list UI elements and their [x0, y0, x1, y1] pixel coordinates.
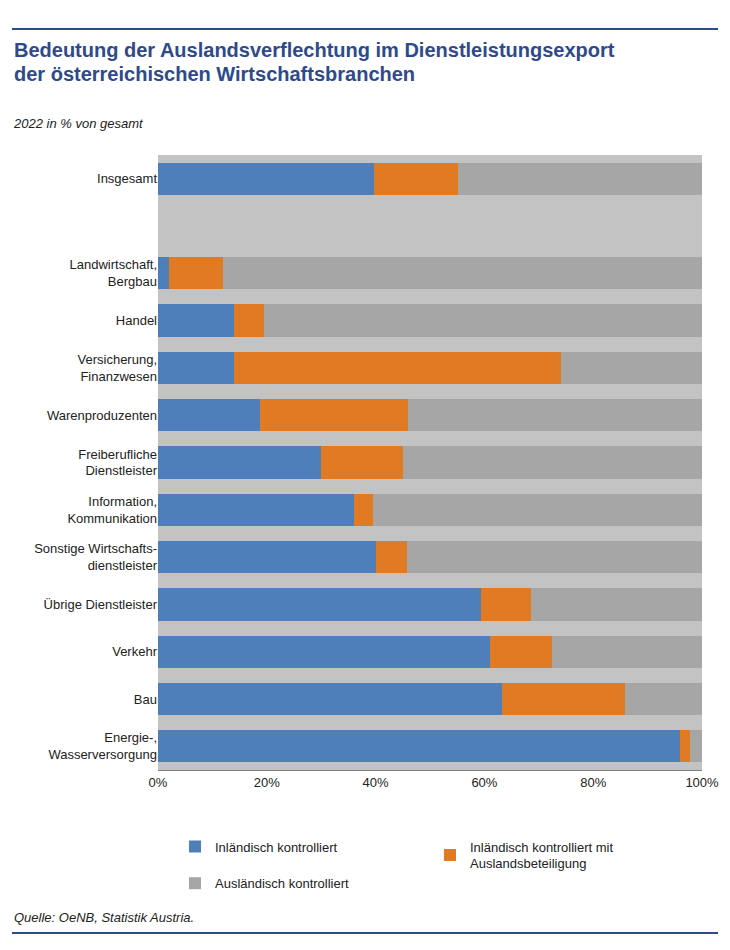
svg-text:Verkehr: Verkehr: [112, 644, 157, 659]
svg-text:Landwirtschaft,Bergbau: Landwirtschaft,Bergbau: [70, 257, 157, 289]
svg-text:Warenproduzenten: Warenproduzenten: [47, 408, 157, 423]
html-text:Bedeutung der Auslandsverflech: Bedeutung der Auslandsverflechtung im Di…: [14, 39, 615, 85]
svg-text:Sonstige Wirtschafts-dienstlei: Sonstige Wirtschafts-dienstleister: [34, 541, 157, 573]
svg-text:Versicherung,Finanzwesen: Versicherung,Finanzwesen: [78, 352, 158, 384]
html-text:2022 in % von gesamt: 2022 in % von gesamt: [14, 116, 143, 131]
svg-text:100%: 100%: [685, 775, 719, 790]
svg-text:Inländisch kontrolliert: Inländisch kontrolliert: [215, 840, 338, 855]
svg-text:Information,Kommunikation: Information,Kommunikation: [67, 494, 157, 526]
svg-text:80%: 80%: [580, 775, 606, 790]
svg-text:60%: 60%: [471, 775, 497, 790]
svg-text:FreiberuflicheDienstleister: FreiberuflicheDienstleister: [78, 447, 157, 479]
svg-text:Insgesamt: Insgesamt: [97, 171, 157, 186]
svg-text:Bau: Bau: [134, 692, 157, 707]
svg-text:Übrige Dienstleister: Übrige Dienstleister: [44, 597, 158, 612]
svg-text:Energie-,Wasserversorgung: Energie-,Wasserversorgung: [48, 730, 157, 762]
svg-text:Handel: Handel: [116, 313, 157, 328]
svg-text:Ausländisch kontrolliert: Ausländisch kontrolliert: [215, 876, 349, 891]
svg-text:Inländisch kontrolliert mitAus: Inländisch kontrolliert mitAuslandsbetei…: [470, 840, 613, 872]
svg-text:20%: 20%: [254, 775, 280, 790]
html-text:Quelle: OeNB, Statistik Austri: Quelle: OeNB, Statistik Austria.: [14, 910, 195, 925]
svg-text:40%: 40%: [363, 775, 389, 790]
svg-text:0%: 0%: [149, 775, 168, 790]
